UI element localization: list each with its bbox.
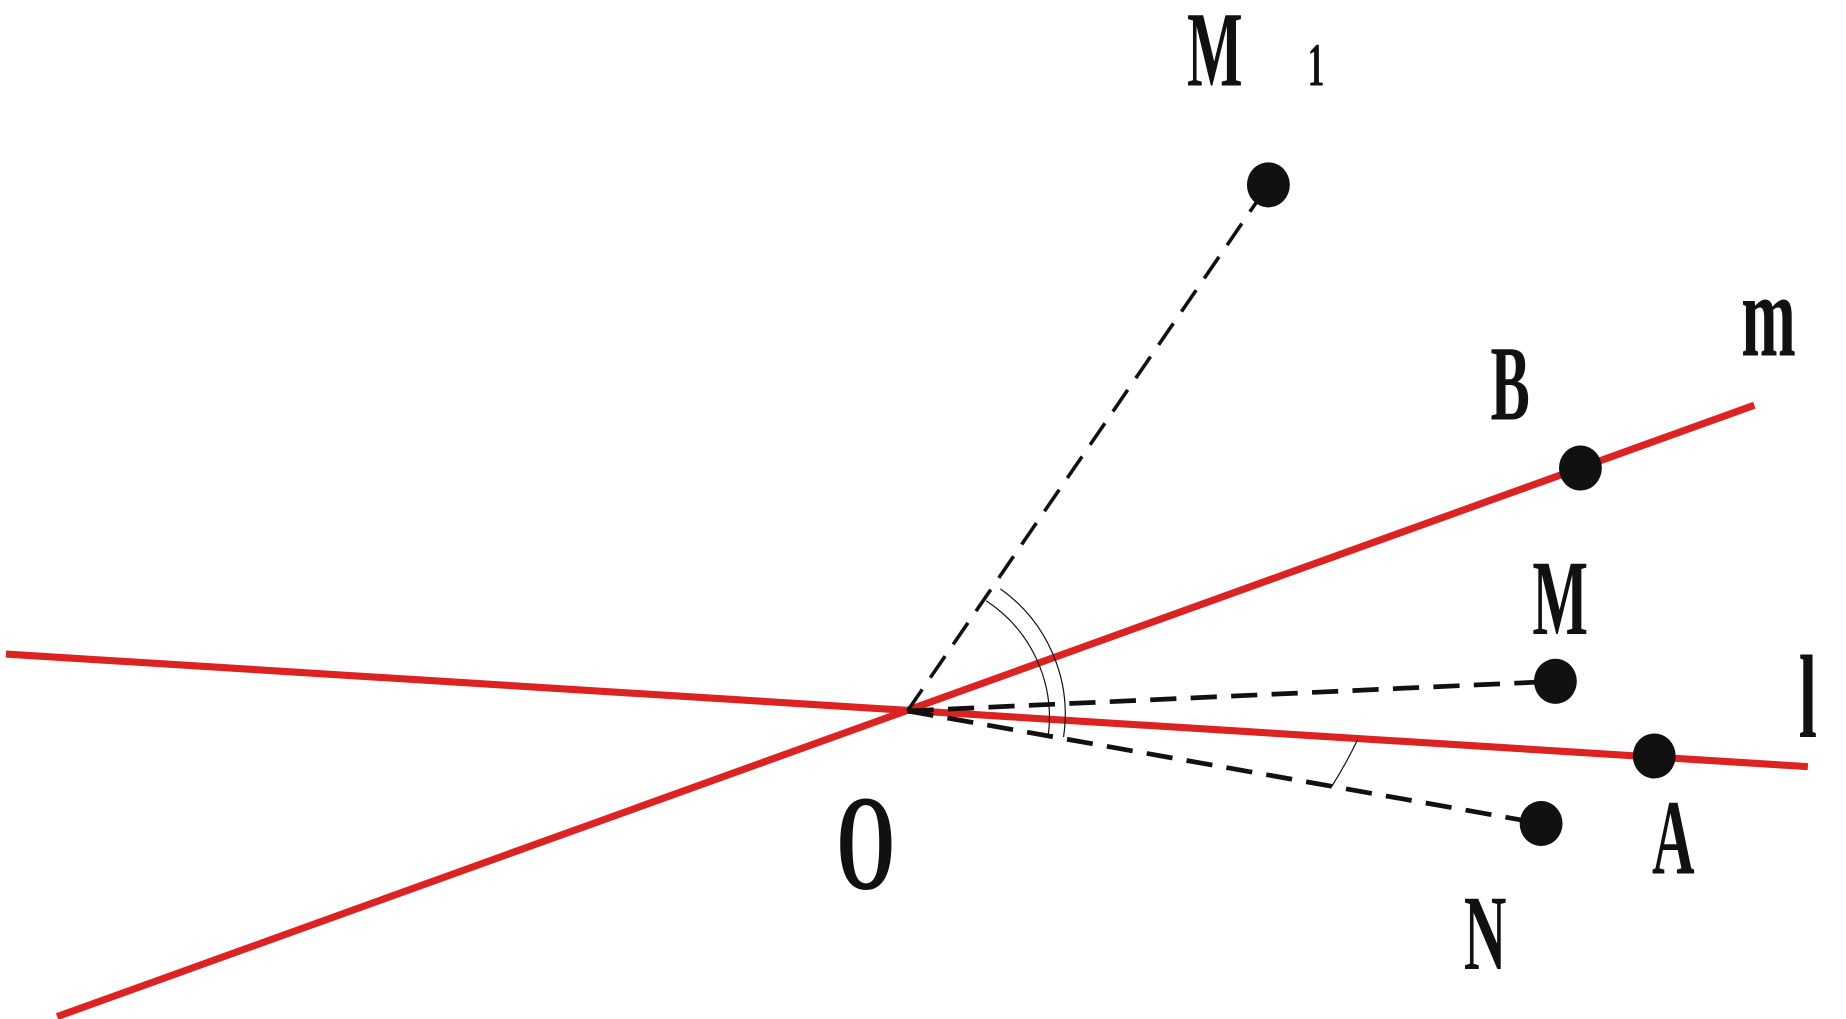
label-O: O xyxy=(837,767,896,918)
label-m: m xyxy=(1741,250,1796,381)
segment-OM xyxy=(907,678,1556,714)
label-N: N xyxy=(1464,874,1507,993)
angle-arc-inner xyxy=(985,600,1051,738)
segment-ON xyxy=(907,708,1542,826)
segment-OM1 xyxy=(906,183,1270,712)
label-l: l xyxy=(1799,632,1817,763)
point-A xyxy=(1632,733,1676,779)
label-A: A xyxy=(1652,778,1695,897)
angle-arc-N xyxy=(1330,739,1359,788)
point-N xyxy=(1519,800,1563,847)
point-B xyxy=(1558,445,1602,491)
line-m xyxy=(55,401,1756,1019)
label-M1-subscript: 1 xyxy=(1308,31,1325,99)
label-M: M xyxy=(1532,539,1588,658)
angle-arc-outer xyxy=(1000,588,1066,738)
point-M1 xyxy=(1246,162,1290,208)
label-B: B xyxy=(1490,324,1529,443)
label-M1: M xyxy=(1187,0,1243,109)
point-M xyxy=(1533,658,1577,704)
